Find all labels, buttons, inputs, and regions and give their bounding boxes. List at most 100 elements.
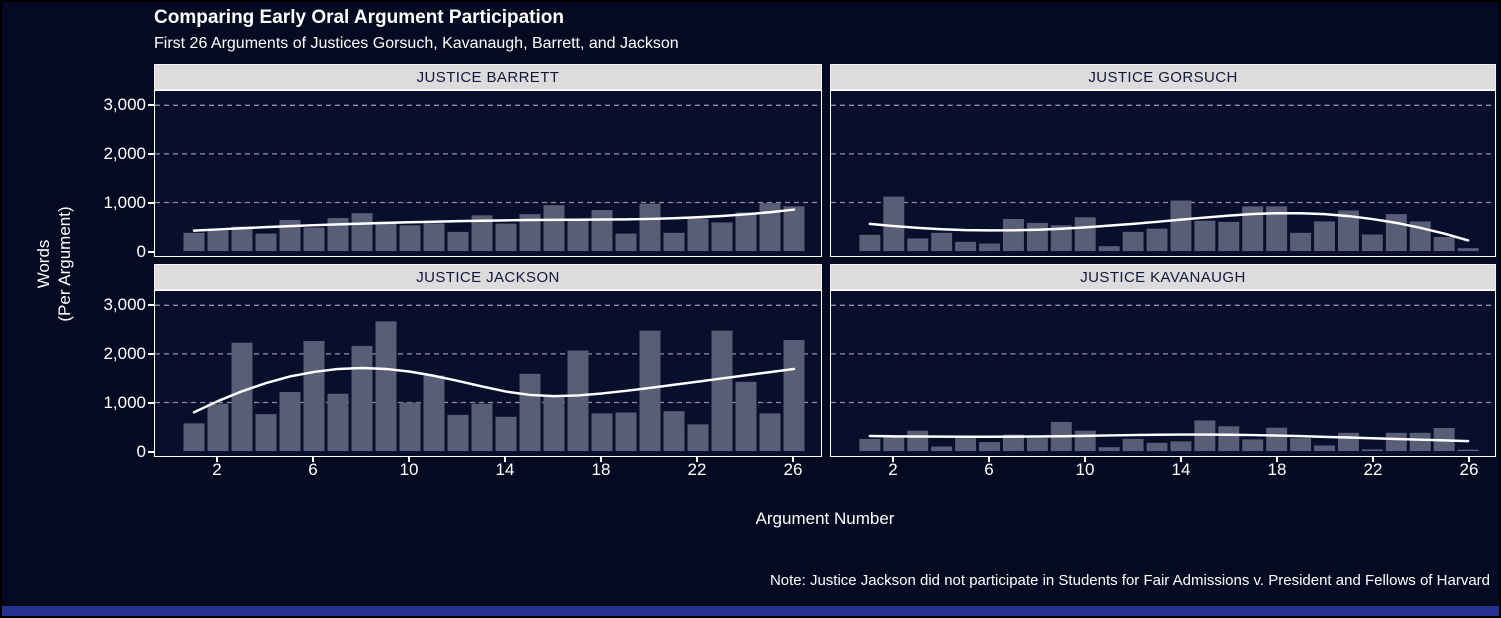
y-tick-label: 3,000 [103,94,146,114]
bar-argument-19 [615,233,637,252]
bar-argument-14 [495,416,517,452]
bar-argument-4 [931,446,953,452]
bar-argument-26 [783,206,805,252]
x-tick-label: 22 [1363,460,1383,479]
bar-argument-7 [1002,218,1024,252]
y-tick-label: 1,000 [103,192,146,212]
bar-argument-20 [639,330,661,452]
bar-argument-21 [663,411,685,452]
bar-argument-20 [639,203,661,252]
x-tick-mark [988,457,990,462]
x-axis-ticks-right-column: 2 6 10 14 18 22 26 [830,460,1496,482]
bar-argument-23 [711,330,733,452]
bar-argument-15 [519,373,541,452]
y-tick-mark [148,103,154,106]
bar-argument-2 [207,403,229,452]
bar-argument-25 [1433,236,1455,252]
x-tick-label: 18 [591,460,611,479]
footer-strip [2,606,1499,616]
bar-argument-21 [1337,210,1359,252]
bar-argument-24 [735,212,757,252]
bar-argument-3 [907,430,929,452]
x-tick-mark [792,457,794,462]
bar-argument-20 [1314,445,1335,452]
y-tick-label: 3,000 [103,294,146,314]
x-tick-mark [216,457,218,462]
bar-argument-18 [1266,427,1288,452]
bar-argument-25 [759,203,781,252]
bar-argument-1 [859,234,881,252]
bar-argument-14 [495,223,517,252]
bar-argument-22 [1361,449,1383,452]
x-tick-label: 14 [495,460,515,479]
y-tick-label: 0 [136,442,146,461]
bar-argument-1 [183,423,205,452]
y-axis-title: Words (Per Argument) [33,206,75,321]
bar-argument-13 [471,215,493,252]
bar-argument-1 [859,438,881,452]
jackson-plot-area [154,290,822,457]
bar-argument-17 [567,220,589,252]
bar-argument-20 [1314,221,1335,252]
facet-strip-barrett: JUSTICE BARRETT [154,64,822,90]
gorsuch-plot-area [830,90,1496,257]
y-tick-label: 1,000 [103,392,146,412]
x-tick-mark [892,457,894,462]
bar-argument-17 [1242,439,1264,452]
bar-argument-8 [1026,438,1048,452]
bar-argument-6 [303,341,325,452]
bar-argument-5 [955,241,977,252]
bar-argument-7 [327,393,349,452]
x-tick-mark [1468,457,1470,462]
barrett-plot-area [154,90,822,257]
y-tick-label: 0 [136,242,146,261]
bar-argument-3 [907,238,929,252]
bar-argument-9 [1050,225,1072,252]
bar-argument-3 [231,226,253,252]
bar-argument-3 [231,342,253,452]
bar-argument-6 [979,442,1000,452]
facet-strip-kavanaugh-label: JUSTICE KAVANAUGH [1080,268,1246,286]
facet-strip-jackson-label: JUSTICE JACKSON [416,268,560,286]
bar-argument-9 [375,221,397,252]
bar-argument-1 [183,232,205,252]
bar-argument-24 [1409,432,1431,452]
bar-argument-11 [423,223,445,252]
bar-argument-19 [1290,232,1312,252]
bar-argument-8 [1026,222,1048,252]
bar-argument-17 [567,350,589,452]
bar-argument-12 [1122,438,1144,452]
x-tick-label: 26 [1459,460,1479,479]
x-tick-mark [1372,457,1374,462]
gorsuch-plot-svg [831,104,1495,252]
bar-argument-24 [735,381,757,452]
x-axis-title: Argument Number [755,509,895,528]
bar-argument-11 [1098,246,1120,252]
y-tick-label: 2,000 [103,343,146,363]
bar-argument-16 [543,396,565,452]
x-tick-mark [504,457,506,462]
bar-argument-13 [1146,442,1168,452]
bar-argument-5 [279,219,301,252]
x-tick-label: 22 [687,460,707,479]
x-tick-label: 26 [783,460,803,479]
y-axis-title-line1: Words [34,239,53,289]
facet-strip-barrett-label: JUSTICE BARRETT [416,68,560,86]
bar-argument-26 [1457,449,1479,452]
bar-argument-21 [663,232,685,252]
bar-argument-12 [447,414,469,452]
trend-line [192,366,796,414]
x-tick-label: 14 [1171,460,1191,479]
bar-argument-21 [1337,432,1359,452]
y-axis-title-line2: (Per Argument) [55,206,74,322]
bar-argument-16 [1218,221,1240,252]
bar-argument-22 [687,424,709,452]
bar-argument-11 [1098,447,1120,452]
bar-argument-19 [615,412,637,452]
page-subtitle: First 26 Arguments of Justices Gorsuch, … [154,35,679,52]
x-tick-mark [696,457,698,462]
bar-argument-4 [255,414,277,452]
bar-argument-4 [255,233,277,252]
y-tick-mark [148,401,154,404]
